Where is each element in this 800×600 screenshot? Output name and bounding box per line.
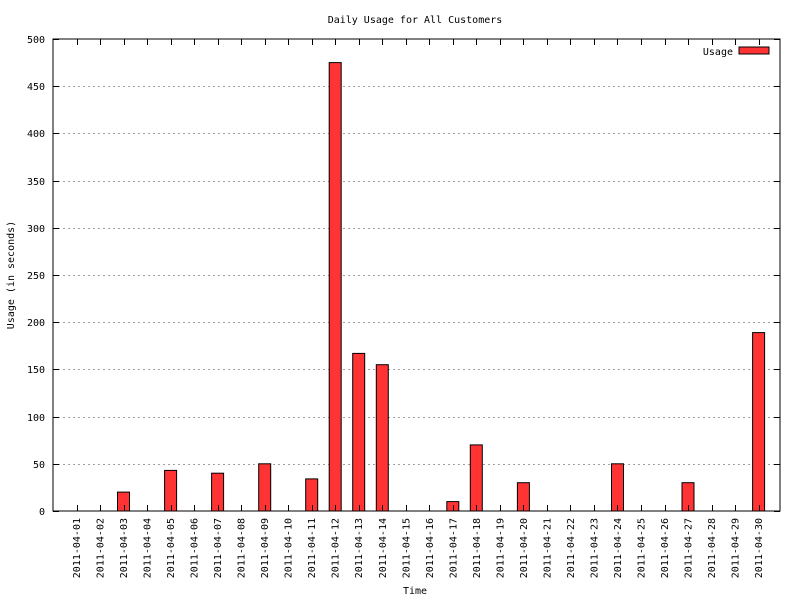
x-tick-label: 2011-04-20 [519,518,530,578]
x-tick-label: 2011-04-24 [613,518,624,578]
x-tick-label: 2011-04-17 [448,518,459,578]
x-tick-label: 2011-04-16 [425,518,436,578]
bar [258,463,272,512]
bar [446,501,460,512]
bar [611,463,624,512]
x-tick-label: 2011-04-07 [213,518,224,578]
x-tick-label: 2011-04-08 [237,518,248,578]
x-axis: 2011-04-01 2011-04-02 2011-04-03 2011-04-04… [72,39,765,578]
x-tick-label: 2011-04-05 [166,518,177,578]
x-tick-label: 2011-04-21 [542,518,553,578]
x-tick-label: 2011-04-09 [260,518,271,578]
x-tick-label: 2011-04-03 [119,518,130,578]
bar [469,444,483,512]
x-tick-label: 2011-04-18 [472,518,483,578]
x-tick-label: 2011-04-29 [731,518,742,578]
x-tick-label: 2011-04-30 [754,518,765,578]
y-tick-label: 500 [27,35,45,46]
bar [328,62,342,512]
x-tick-label: 2011-04-23 [589,518,600,578]
bar [305,478,319,512]
legend: Usage [703,46,770,58]
y-tick-label: 100 [27,413,45,424]
y-tick-label: 350 [27,177,45,188]
plot-frame [52,38,781,512]
x-tick-label: 2011-04-10 [284,518,295,578]
x-tick-label: 2011-04-19 [495,518,506,578]
y-tick-label: 450 [27,82,45,93]
x-tick-label: 2011-04-12 [331,518,342,578]
x-tick-label: 2011-04-04 [143,518,154,578]
bar [117,491,130,512]
x-tick-label: 2011-04-15 [401,518,412,578]
x-tick-label: 2011-04-11 [307,518,318,578]
x-tick-label: 2011-04-01 [72,518,83,578]
y-tick-label: 250 [27,271,45,282]
gridlines [53,86,780,465]
bar [375,364,389,512]
legend-label: Usage [703,47,733,58]
x-tick-label: 2011-04-28 [707,518,718,578]
legend-swatch [738,46,770,55]
y-tick-label: 400 [27,129,45,140]
x-tick-label: 2011-04-27 [684,518,695,578]
bar [752,332,766,512]
y-tick-label: 0 [39,507,45,518]
bar [164,469,178,512]
y-tick-label: 200 [27,318,45,329]
chart-title: Daily Usage for All Customers [328,15,503,26]
y-tick-label: 300 [27,224,45,235]
y-axis: 0 50 100 150 200 250 300 350 400 450 500 [27,35,780,518]
x-tick-label: 2011-04-22 [566,518,577,578]
x-axis-label: Time [403,586,427,597]
bars [117,62,766,512]
x-tick-label: 2011-04-06 [190,518,201,578]
y-axis-label: Usage (in seconds) [6,221,17,329]
x-tick-label: 2011-04-14 [378,518,389,578]
y-tick-label: 150 [27,365,45,376]
bar [211,472,225,512]
x-tick-label: 2011-04-26 [660,518,671,578]
y-tick-label: 50 [33,460,45,471]
x-tick-label: 2011-04-02 [96,518,107,578]
bar [352,352,366,512]
x-tick-label: 2011-04-25 [636,518,647,578]
x-tick-label: 2011-04-13 [354,518,365,578]
